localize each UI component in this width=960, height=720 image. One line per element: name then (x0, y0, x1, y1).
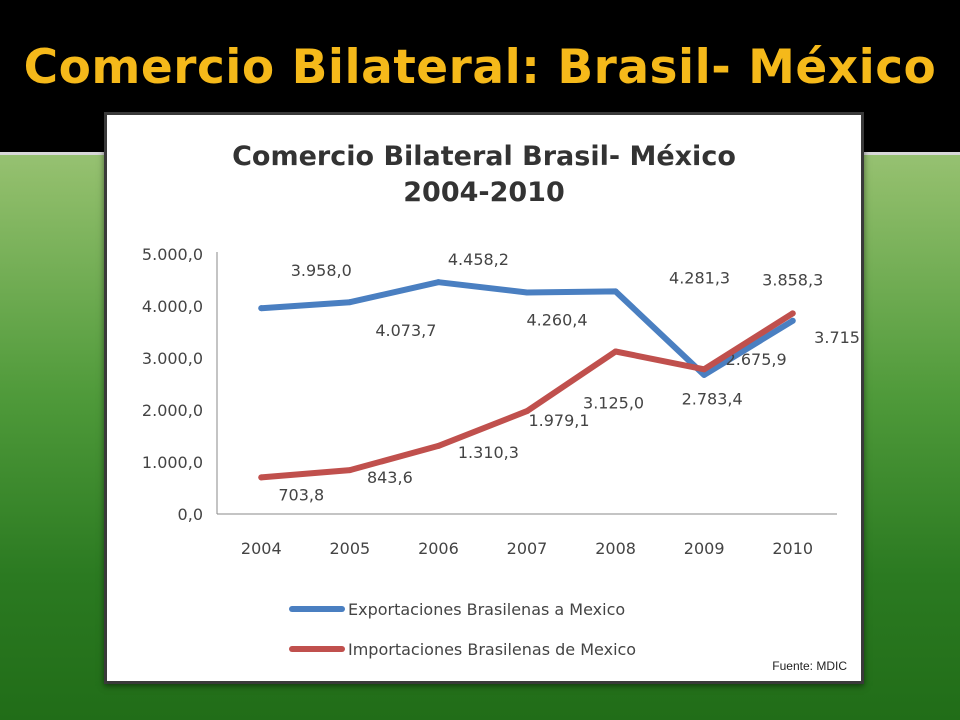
data-point (701, 371, 708, 378)
x-tick-label: 2009 (684, 539, 725, 558)
y-tick-label: 4.000,0 (142, 297, 203, 316)
chart-frame: Comercio Bilateral Brasil- México 2004-2… (104, 112, 864, 684)
data-point (789, 317, 796, 324)
data-label: 4.260,4 (526, 310, 587, 329)
chart-title-line2: 2004-2010 (403, 177, 565, 208)
data-point (701, 366, 708, 373)
line-chart: 0,0 1.000,0 2.000,0 3.000,0 4.000,0 5.000,0 20… (142, 245, 861, 659)
data-point (789, 310, 796, 317)
chart-title: Comercio Bilateral Brasil- México 2004-2… (107, 139, 861, 211)
data-point (612, 288, 619, 295)
data-point (346, 299, 353, 306)
x-tick-label: 2006 (418, 539, 459, 558)
x-tick-label: 2007 (507, 539, 548, 558)
data-point (612, 348, 619, 355)
chart-title-line1: Comercio Bilateral Brasil- México (232, 141, 736, 172)
slide-title: Comercio Bilateral: Brasil- México (23, 40, 937, 95)
data-label: 1.979,1 (528, 411, 589, 430)
data-label: 843,6 (367, 468, 413, 487)
y-tick-label: 0,0 (178, 505, 203, 524)
data-label: 2.675,9 (726, 350, 787, 369)
data-label: 703,8 (278, 485, 324, 504)
data-label: 2.783,4 (682, 389, 743, 408)
data-point (258, 474, 265, 481)
legend-label: Exportaciones Brasilenas a Mexico (348, 600, 625, 619)
y-tick-label: 3.000,0 (142, 349, 203, 368)
data-label: 1.310,3 (458, 443, 519, 462)
x-tick-label: 2010 (772, 539, 813, 558)
data-point (435, 442, 442, 449)
source-note: Fuente: MDIC (772, 659, 847, 673)
y-tick-label: 5.000,0 (142, 245, 203, 264)
y-tick-label: 2.000,0 (142, 401, 203, 420)
data-point (435, 279, 442, 286)
data-label: 3.958,0 (291, 261, 352, 280)
chart-panel: Comercio Bilateral Brasil- México 2004-2… (107, 115, 861, 681)
data-label: 4.458,2 (448, 250, 509, 269)
data-label: 4.281,3 (669, 268, 730, 287)
data-point (524, 289, 530, 296)
legend-label: Importaciones Brasilenas de Mexico (348, 640, 636, 659)
y-tick-label: 1.000,0 (142, 453, 203, 472)
data-label: 4.073,7 (375, 321, 436, 340)
data-label: 3.715,5 (814, 328, 861, 347)
data-point (258, 305, 265, 312)
x-tick-label: 2004 (241, 539, 282, 558)
x-tick-label: 2005 (329, 539, 370, 558)
data-label: 3.858,3 (762, 270, 823, 289)
data-point (524, 408, 530, 415)
x-tick-label: 2008 (595, 539, 636, 558)
data-point (346, 467, 353, 474)
data-label: 3.125,0 (583, 394, 644, 413)
